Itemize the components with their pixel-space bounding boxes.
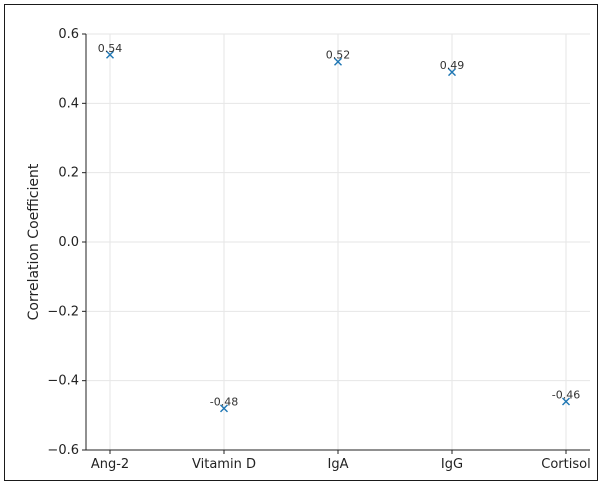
x-tick-label: IgG xyxy=(441,457,463,472)
grid xyxy=(86,34,590,450)
x-tick-label: Ang-2 xyxy=(91,457,129,472)
y-tick-label: 0.2 xyxy=(58,166,79,181)
y-tick-label: −0.2 xyxy=(47,304,79,319)
y-tick-label: −0.4 xyxy=(47,374,79,389)
data-label: -0.46 xyxy=(552,388,580,401)
x-tick-label: Cortisol xyxy=(541,457,590,472)
x-ticks: Ang-2 Vitamin D IgA IgG Cortisol xyxy=(91,450,591,472)
y-ticks: −0.6 −0.4 −0.2 0.0 0.2 0.4 0.6 xyxy=(47,27,86,458)
y-tick-label: 0.4 xyxy=(58,96,79,111)
x-tick-label: IgA xyxy=(328,457,349,472)
data-label: -0.48 xyxy=(210,395,238,408)
data-label: 0.49 xyxy=(440,59,465,72)
x-tick-label: Vitamin D xyxy=(192,457,256,472)
data-label: 0.54 xyxy=(98,42,123,55)
data-label: 0.52 xyxy=(326,49,351,62)
y-tick-label: −0.6 xyxy=(47,443,79,458)
y-tick-label: 0.0 xyxy=(58,235,79,250)
y-tick-label: 0.6 xyxy=(58,27,79,42)
data-points: 0.54 -0.48 0.52 0.49 -0.46 xyxy=(98,42,580,412)
y-axis-label: Correlation Coefficient xyxy=(26,163,42,320)
